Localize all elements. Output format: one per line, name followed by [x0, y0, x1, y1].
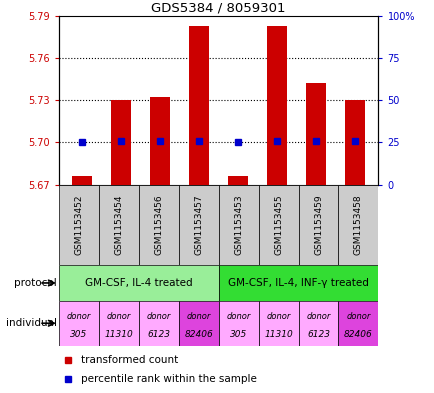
Bar: [178, 185, 218, 265]
Text: GSM1153457: GSM1153457: [194, 195, 203, 255]
Text: donor: donor: [66, 312, 91, 321]
Bar: [258, 185, 298, 265]
Bar: [111, 100, 131, 185]
Bar: [59, 265, 218, 301]
Bar: [72, 176, 92, 185]
Text: 82406: 82406: [184, 330, 213, 339]
Text: donor: donor: [146, 312, 171, 321]
Text: donor: donor: [345, 312, 370, 321]
Bar: [228, 176, 247, 185]
Text: donor: donor: [226, 312, 250, 321]
Bar: [306, 83, 325, 185]
Bar: [178, 301, 218, 346]
Text: individual: individual: [6, 318, 56, 328]
Bar: [345, 100, 364, 185]
Bar: [189, 26, 208, 185]
Text: percentile rank within the sample: percentile rank within the sample: [81, 374, 256, 384]
Title: GDS5384 / 8059301: GDS5384 / 8059301: [151, 2, 285, 15]
Text: donor: donor: [106, 312, 131, 321]
Bar: [59, 301, 99, 346]
Bar: [218, 265, 378, 301]
Text: GSM1153453: GSM1153453: [233, 195, 243, 255]
Text: GM-CSF, IL-4, INF-γ treated: GM-CSF, IL-4, INF-γ treated: [227, 278, 368, 288]
Text: 11310: 11310: [263, 330, 292, 339]
Text: GSM1153458: GSM1153458: [353, 195, 362, 255]
Text: GSM1153452: GSM1153452: [74, 195, 83, 255]
Bar: [99, 301, 138, 346]
Text: donor: donor: [186, 312, 210, 321]
Bar: [138, 185, 178, 265]
Text: GSM1153456: GSM1153456: [154, 195, 163, 255]
Bar: [258, 301, 298, 346]
Bar: [138, 301, 178, 346]
Bar: [218, 185, 258, 265]
Text: GM-CSF, IL-4 treated: GM-CSF, IL-4 treated: [85, 278, 192, 288]
Bar: [99, 185, 138, 265]
Bar: [218, 301, 258, 346]
Bar: [59, 185, 99, 265]
Text: 11310: 11310: [104, 330, 133, 339]
Text: 6123: 6123: [306, 330, 329, 339]
Text: 305: 305: [70, 330, 87, 339]
Bar: [267, 26, 286, 185]
Text: donor: donor: [266, 312, 290, 321]
Bar: [338, 301, 378, 346]
Bar: [298, 301, 338, 346]
Text: donor: donor: [306, 312, 330, 321]
Text: 305: 305: [230, 330, 247, 339]
Text: 82406: 82406: [343, 330, 372, 339]
Text: protocol: protocol: [14, 278, 56, 288]
Text: GSM1153455: GSM1153455: [273, 195, 283, 255]
Text: GSM1153459: GSM1153459: [313, 195, 322, 255]
Bar: [298, 185, 338, 265]
Text: GSM1153454: GSM1153454: [114, 195, 123, 255]
Bar: [150, 97, 169, 185]
Text: transformed count: transformed count: [81, 354, 178, 365]
Text: 6123: 6123: [147, 330, 170, 339]
Bar: [338, 185, 378, 265]
